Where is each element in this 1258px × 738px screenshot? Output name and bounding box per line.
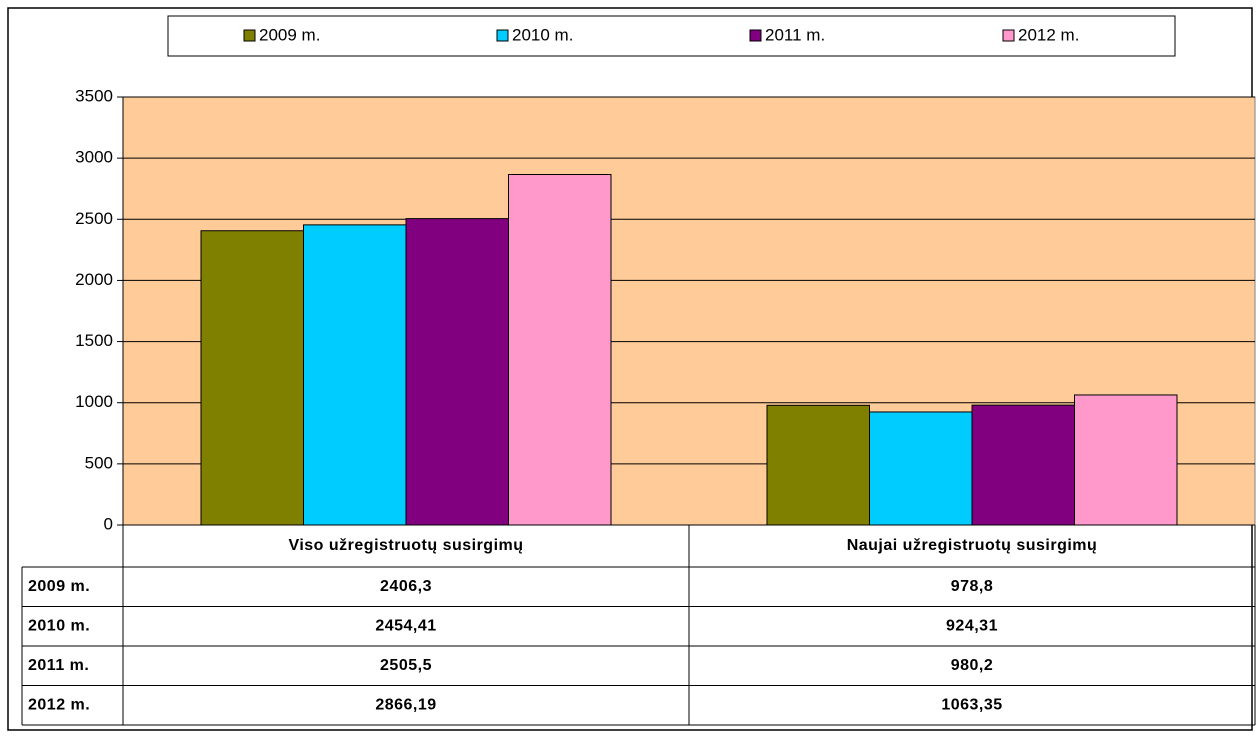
table-value: 2406,3 (380, 578, 432, 595)
y-tick-label: 3500 (75, 86, 113, 105)
y-tick-label: 500 (85, 453, 113, 472)
row-label: 2012 m. (28, 696, 90, 713)
row-label: 2010 m. (28, 617, 90, 634)
y-tick-label: 2000 (75, 270, 113, 289)
category-label: Naujai užregistruotų susirgimų (847, 537, 1098, 554)
bar (405, 218, 509, 526)
y-tick-label: 3000 (75, 148, 113, 167)
row-label: 2011 m. (28, 657, 89, 674)
table-value: 924,31 (946, 617, 998, 634)
legend-label: 2011 m. (765, 25, 825, 44)
y-tick-label: 1000 (75, 392, 113, 411)
bar (766, 404, 870, 526)
bar (869, 411, 973, 526)
category-label: Viso užregistruotų susirgimų (288, 537, 523, 554)
table-value: 2454,41 (375, 617, 436, 634)
y-tick-label: 1500 (75, 331, 113, 350)
table-value: 2866,19 (375, 696, 436, 713)
row-label: 2009 m. (28, 578, 90, 595)
legend-swatch (243, 29, 256, 42)
bar (971, 404, 1075, 526)
legend-label: 2012 m. (1018, 25, 1079, 44)
bar (303, 224, 407, 526)
legend-swatch (749, 29, 762, 42)
table-value: 978,8 (951, 578, 994, 595)
legend-swatch (496, 29, 509, 42)
bar (200, 230, 304, 526)
legend-swatch (1002, 29, 1015, 42)
table-value: 1063,35 (941, 696, 1002, 713)
legend-label: 2010 m. (512, 25, 573, 44)
legend-label: 2009 m. (259, 25, 320, 44)
table-value: 2505,5 (380, 657, 432, 674)
table-value: 980,2 (951, 657, 994, 674)
y-tick-label: 0 (104, 514, 113, 533)
bar (1074, 394, 1178, 526)
y-tick-label: 2500 (75, 209, 113, 228)
bar (508, 174, 612, 526)
